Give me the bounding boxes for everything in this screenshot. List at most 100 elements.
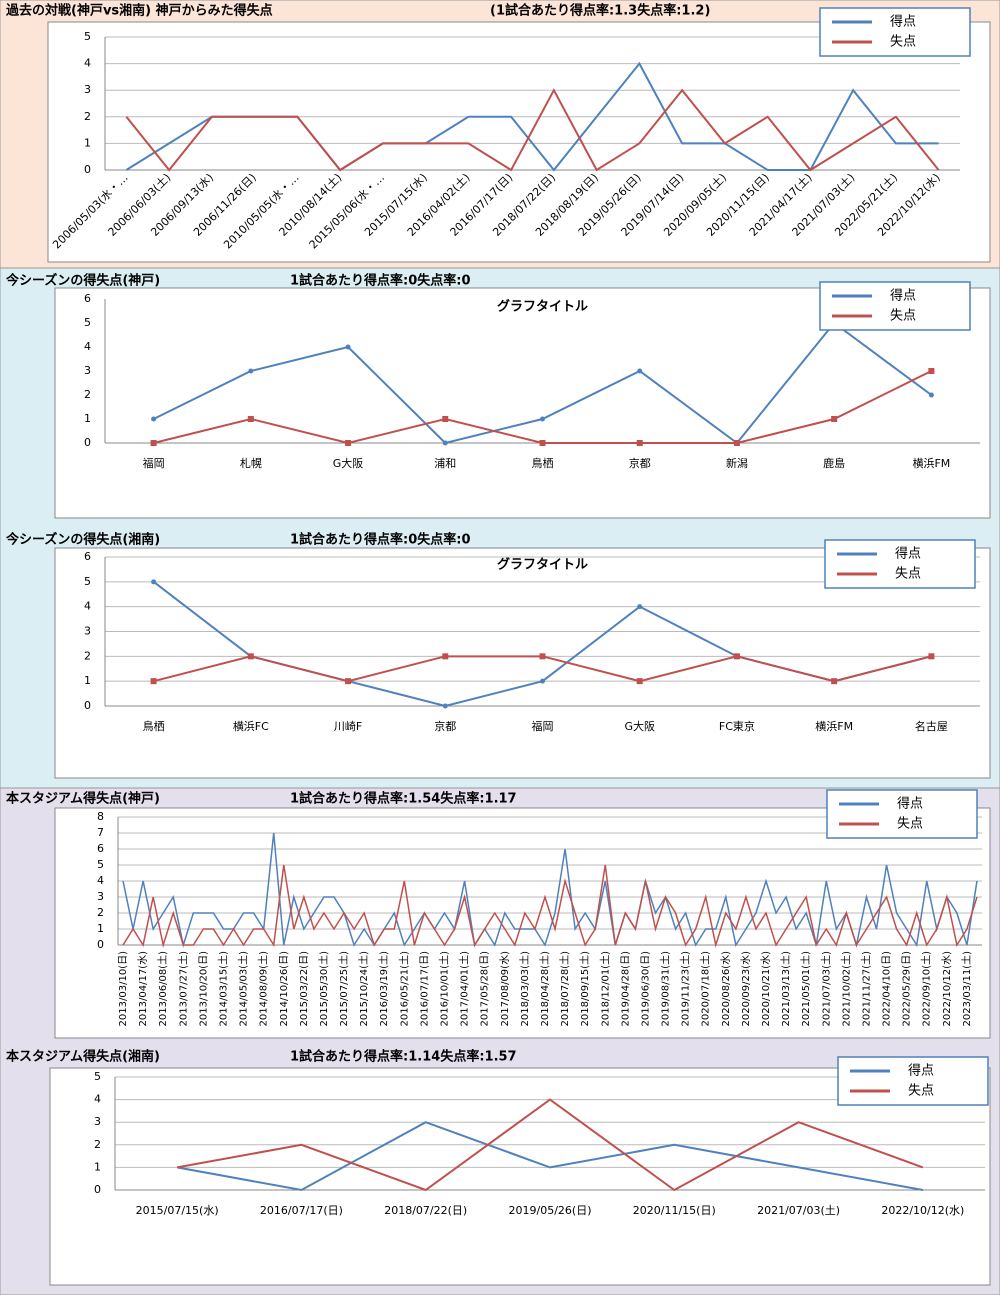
chart-subtitle: 1試合あたり得点率:1.14失点率:1.57 (290, 1049, 517, 1065)
x-tick-label: 2019/06/30(日) (640, 951, 651, 1027)
x-tick-label: 2019/05/26(日) (509, 1204, 592, 1217)
point (442, 703, 448, 709)
point (247, 653, 254, 660)
y-tick-label: 1 (84, 136, 91, 149)
y-tick-label: 0 (84, 163, 91, 176)
point (442, 653, 449, 660)
series-line (176, 1098, 924, 1192)
chart-subtitle: 1試合あたり得点率:0失点率:0 (290, 532, 471, 548)
y-tick-label: 5 (84, 30, 91, 43)
x-tick-label: 2013/04/17(水) (137, 951, 149, 1027)
y-tick-label: 5 (94, 1070, 101, 1083)
point (636, 678, 643, 685)
point (442, 416, 449, 422)
x-tick-label: 名古屋 (915, 719, 948, 733)
point (442, 440, 448, 446)
x-tick-label: 鹿島 (823, 456, 845, 470)
y-tick-label: 1 (84, 412, 91, 425)
x-tick-label: 2022/10/12(水) (881, 1204, 964, 1217)
x-tick-label: 2013/10/20(日) (198, 951, 209, 1027)
x-tick-label: 2018/09/15(土) (578, 951, 591, 1027)
x-tick-label: 2021/07/03(土) (819, 951, 832, 1027)
point (150, 678, 157, 685)
chart-title: 本スタジアム得失点(神戸) (6, 791, 160, 807)
x-tick-label: 2018/12/01(土) (598, 951, 611, 1027)
x-tick-label: 2020/07/18(土) (699, 951, 712, 1027)
x-tick-label: 川崎F (334, 719, 362, 733)
y-tick-label: 6 (97, 842, 104, 855)
x-tick-label: 2021/11/27(土) (859, 951, 872, 1027)
point (345, 344, 351, 350)
y-tick-label: 3 (84, 364, 91, 377)
plot-box (49, 1067, 991, 1286)
y-tick-label: 3 (84, 625, 91, 638)
x-tick-label: 2018/07/28(土) (558, 951, 571, 1027)
point (150, 440, 157, 446)
x-tick-label: 2022/04/10(日) (882, 951, 893, 1027)
x-tick-label: 2013/03/10(日) (118, 951, 129, 1027)
y-tick-label: 5 (97, 858, 104, 871)
chart-title: 過去の対戦(神戸vs湘南) 神戸からみた得失点 (5, 3, 273, 19)
x-tick-label: 2022/05/29(日) (902, 951, 913, 1027)
x-tick-label: 2014/10/26(日) (279, 951, 290, 1027)
point (247, 416, 254, 422)
x-tick-label: FC東京 (719, 719, 755, 733)
y-tick-label: 0 (84, 436, 91, 449)
y-tick-label: 4 (84, 57, 91, 70)
x-tick-label: 2016/10/01(土) (438, 951, 451, 1027)
legend-label: 得点 (890, 288, 916, 304)
x-tick-label: 2021/07/03(土) (757, 1204, 840, 1217)
y-tick-label: 7 (97, 826, 104, 839)
y-tick-label: 8 (97, 810, 104, 823)
x-tick-label: 2021/05/01(土) (799, 951, 812, 1027)
legend-label: 得点 (895, 546, 921, 562)
y-tick-label: 2 (94, 1138, 101, 1151)
y-tick-label: 3 (94, 1115, 101, 1128)
point (637, 604, 643, 610)
x-tick-label: 2016/05/21(土) (397, 951, 410, 1027)
x-tick-label: 鳥栖 (143, 719, 165, 733)
x-tick-label: 浦和 (434, 457, 456, 470)
y-tick-label: 2 (84, 110, 91, 123)
y-tick-label: 1 (94, 1160, 101, 1173)
y-tick-label: 5 (84, 575, 91, 588)
y-tick-label: 0 (94, 1183, 101, 1196)
legend-label: 失点 (890, 309, 916, 324)
y-tick-label: 4 (84, 340, 91, 353)
point (151, 416, 157, 422)
series-line (122, 832, 978, 948)
legend-label: 得点 (897, 796, 923, 812)
x-tick-label: 2020/08/26(水) (720, 951, 732, 1027)
x-tick-label: G大阪 (624, 719, 655, 733)
x-tick-label: 2021/10/02(土) (839, 951, 852, 1027)
y-tick-label: 4 (84, 600, 91, 613)
legend-label: 失点 (895, 567, 921, 582)
x-tick-label: 2022/10/12(水) (941, 951, 953, 1027)
y-tick-label: 2 (84, 649, 91, 662)
x-tick-label: 2020/11/15(日) (633, 1204, 716, 1217)
x-tick-label: 京都 (434, 719, 456, 733)
point (831, 416, 838, 422)
point (540, 678, 545, 684)
x-tick-label: 横浜FM (912, 456, 950, 470)
legend-box (826, 789, 978, 839)
x-tick-label: 2015/03/22(日) (299, 951, 310, 1027)
point (733, 440, 740, 446)
x-tick-label: 横浜FM (815, 719, 853, 733)
series-line (176, 1121, 924, 1192)
point (345, 678, 352, 685)
chart-title: 今シーズンの得失点(湘南) (5, 532, 160, 548)
x-tick-label: 2020/09/23(水) (740, 951, 752, 1027)
legend-box (824, 539, 976, 589)
x-tick-label: 2022/09/10(土) (920, 951, 933, 1027)
x-tick-label: 2021/03/13(土) (779, 951, 792, 1027)
x-tick-label: 2019/11/23(土) (679, 951, 692, 1027)
y-tick-label: 6 (84, 550, 91, 563)
point (540, 416, 545, 422)
x-tick-label: 2014/05/03(土) (237, 951, 250, 1027)
x-tick-label: 2013/07/27(土) (176, 951, 189, 1027)
y-tick-label: 0 (97, 938, 104, 951)
x-tick-label: 2020/10/21(水) (760, 951, 772, 1027)
legend-label: 失点 (908, 1084, 934, 1099)
y-tick-label: 3 (84, 83, 91, 96)
